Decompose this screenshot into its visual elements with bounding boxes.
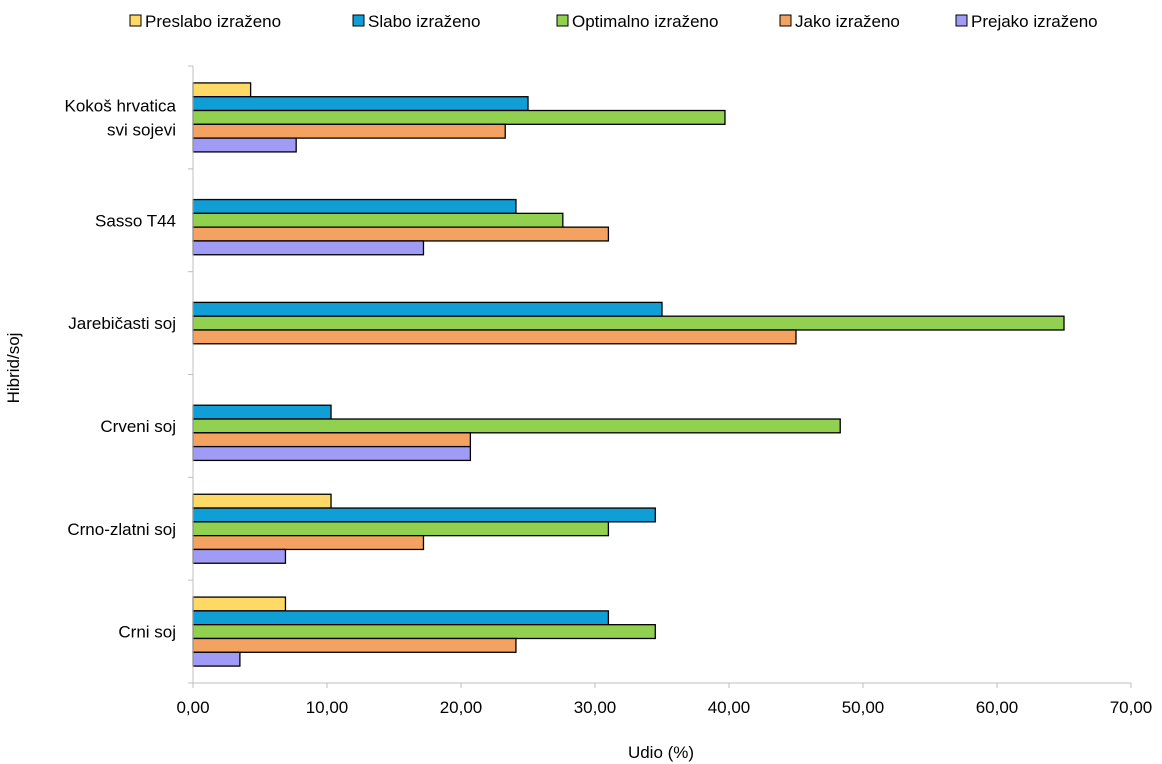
- x-tick-label: 70,00: [1110, 698, 1153, 717]
- bar-3-3: [192, 315, 1065, 331]
- bar-5-1: [192, 493, 332, 509]
- category-label: Crveni soj: [100, 417, 176, 436]
- bar-5-3: [192, 521, 610, 537]
- bar-4-2: [192, 404, 332, 420]
- x-tick-label: 0,00: [176, 698, 209, 717]
- x-tick-label: 30,00: [574, 698, 617, 717]
- bar-2-3: [192, 212, 564, 228]
- category-label: Sasso T44: [95, 211, 176, 230]
- bars: [192, 82, 1065, 667]
- bar-3-4: [192, 329, 797, 345]
- legend-swatch: [779, 14, 792, 27]
- bar-1-1: [192, 82, 252, 98]
- legend-label: Optimalno izraženo: [572, 12, 718, 31]
- y-axis-title: Hibrid/soj: [4, 333, 23, 404]
- x-axis-title: Udio (%): [628, 743, 694, 762]
- bar-1-4: [192, 123, 506, 139]
- category-label: Jarebičasti soj: [68, 314, 176, 333]
- x-tick-label: 60,00: [976, 698, 1019, 717]
- bar-3-2: [192, 301, 663, 317]
- legend-item: Prejako izraženo: [955, 12, 1098, 31]
- legend-swatch: [955, 14, 968, 27]
- bar-4-4: [192, 432, 472, 448]
- bar-5-2: [192, 507, 656, 523]
- legend-label: Jako izraženo: [795, 12, 900, 31]
- x-tick-label: 40,00: [708, 698, 751, 717]
- category-label: Crni soj: [118, 623, 176, 642]
- x-tick-label: 50,00: [842, 698, 885, 717]
- x-tick-label: 10,00: [306, 698, 349, 717]
- legend-item: Preslabo izraženo: [129, 12, 281, 31]
- bar-5-4: [192, 535, 425, 551]
- legend-swatch: [556, 14, 569, 27]
- legend-label: Prejako izraženo: [971, 12, 1098, 31]
- category-label: Kokoš hrvatica svi sojevi: [65, 96, 177, 139]
- legend: Preslabo izraženo Slabo izraženo Optimalno…: [129, 12, 1098, 31]
- bar-4-5: [192, 445, 472, 462]
- x-tick-label: 20,00: [440, 698, 483, 717]
- legend-item: Optimalno izraženo: [556, 12, 718, 31]
- bar-6-4: [192, 637, 517, 653]
- bar-6-2: [192, 610, 610, 626]
- bar-1-3: [192, 109, 726, 125]
- bar-2-4: [192, 226, 610, 242]
- bar-6-5: [192, 651, 241, 667]
- bar-6-3: [192, 624, 656, 640]
- bar-2-5: [192, 240, 425, 256]
- legend-item: Slabo izraženo: [352, 12, 480, 31]
- legend-swatch: [129, 14, 142, 27]
- legend-item: Jako izraženo: [779, 12, 900, 31]
- bar-4-3: [192, 418, 841, 434]
- bar-1-5: [192, 137, 297, 153]
- bar-5-5: [192, 548, 287, 564]
- bar-6-1: [192, 596, 287, 612]
- category-label: Crno-zlatni soj: [67, 520, 176, 539]
- legend-label: Preslabo izraženo: [145, 12, 281, 31]
- bar-1-2: [192, 96, 529, 112]
- legend-label: Slabo izraženo: [368, 12, 480, 31]
- legend-swatch: [352, 14, 365, 27]
- bar-2-2: [192, 198, 517, 215]
- axes: 0,00 10,00 20,00 30,00 40,00 50,00 60,00 70,00 K…: [65, 65, 1153, 717]
